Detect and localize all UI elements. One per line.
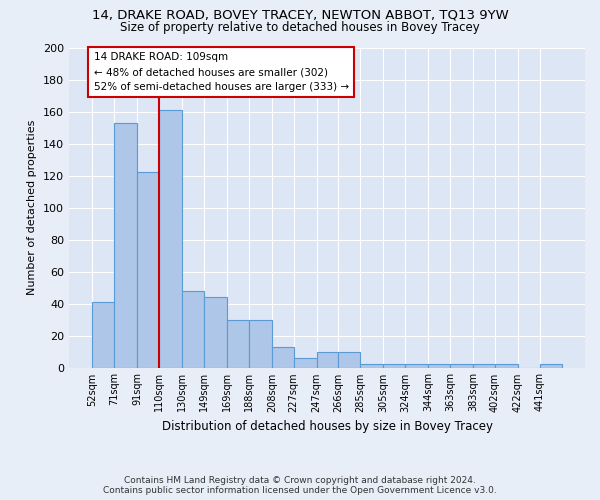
Bar (114, 122, 137, 368)
Bar (495, 364, 518, 368)
Bar (383, 364, 405, 368)
Bar (450, 364, 473, 368)
Text: 14 DRAKE ROAD: 109sqm
← 48% of detached houses are smaller (302)
52% of semi-det: 14 DRAKE ROAD: 109sqm ← 48% of detached … (94, 52, 349, 92)
Bar (227, 320, 249, 368)
Bar (159, 110, 182, 368)
Bar (137, 172, 159, 368)
Bar (405, 364, 428, 368)
Bar (249, 320, 272, 368)
Y-axis label: Number of detached properties: Number of detached properties (28, 120, 37, 295)
Bar (361, 364, 383, 368)
Bar (338, 352, 361, 368)
Bar (293, 358, 317, 368)
Bar (473, 364, 495, 368)
Bar (272, 346, 293, 368)
Bar (428, 364, 450, 368)
Bar (92, 302, 114, 368)
Bar (317, 352, 338, 368)
Text: Size of property relative to detached houses in Bovey Tracey: Size of property relative to detached ho… (120, 21, 480, 34)
Bar (540, 364, 562, 368)
Bar (204, 297, 227, 368)
X-axis label: Distribution of detached houses by size in Bovey Tracey: Distribution of detached houses by size … (161, 420, 493, 433)
Text: 14, DRAKE ROAD, BOVEY TRACEY, NEWTON ABBOT, TQ13 9YW: 14, DRAKE ROAD, BOVEY TRACEY, NEWTON ABB… (92, 9, 508, 22)
Text: Contains HM Land Registry data © Crown copyright and database right 2024.
Contai: Contains HM Land Registry data © Crown c… (103, 476, 497, 495)
Bar (182, 290, 204, 368)
